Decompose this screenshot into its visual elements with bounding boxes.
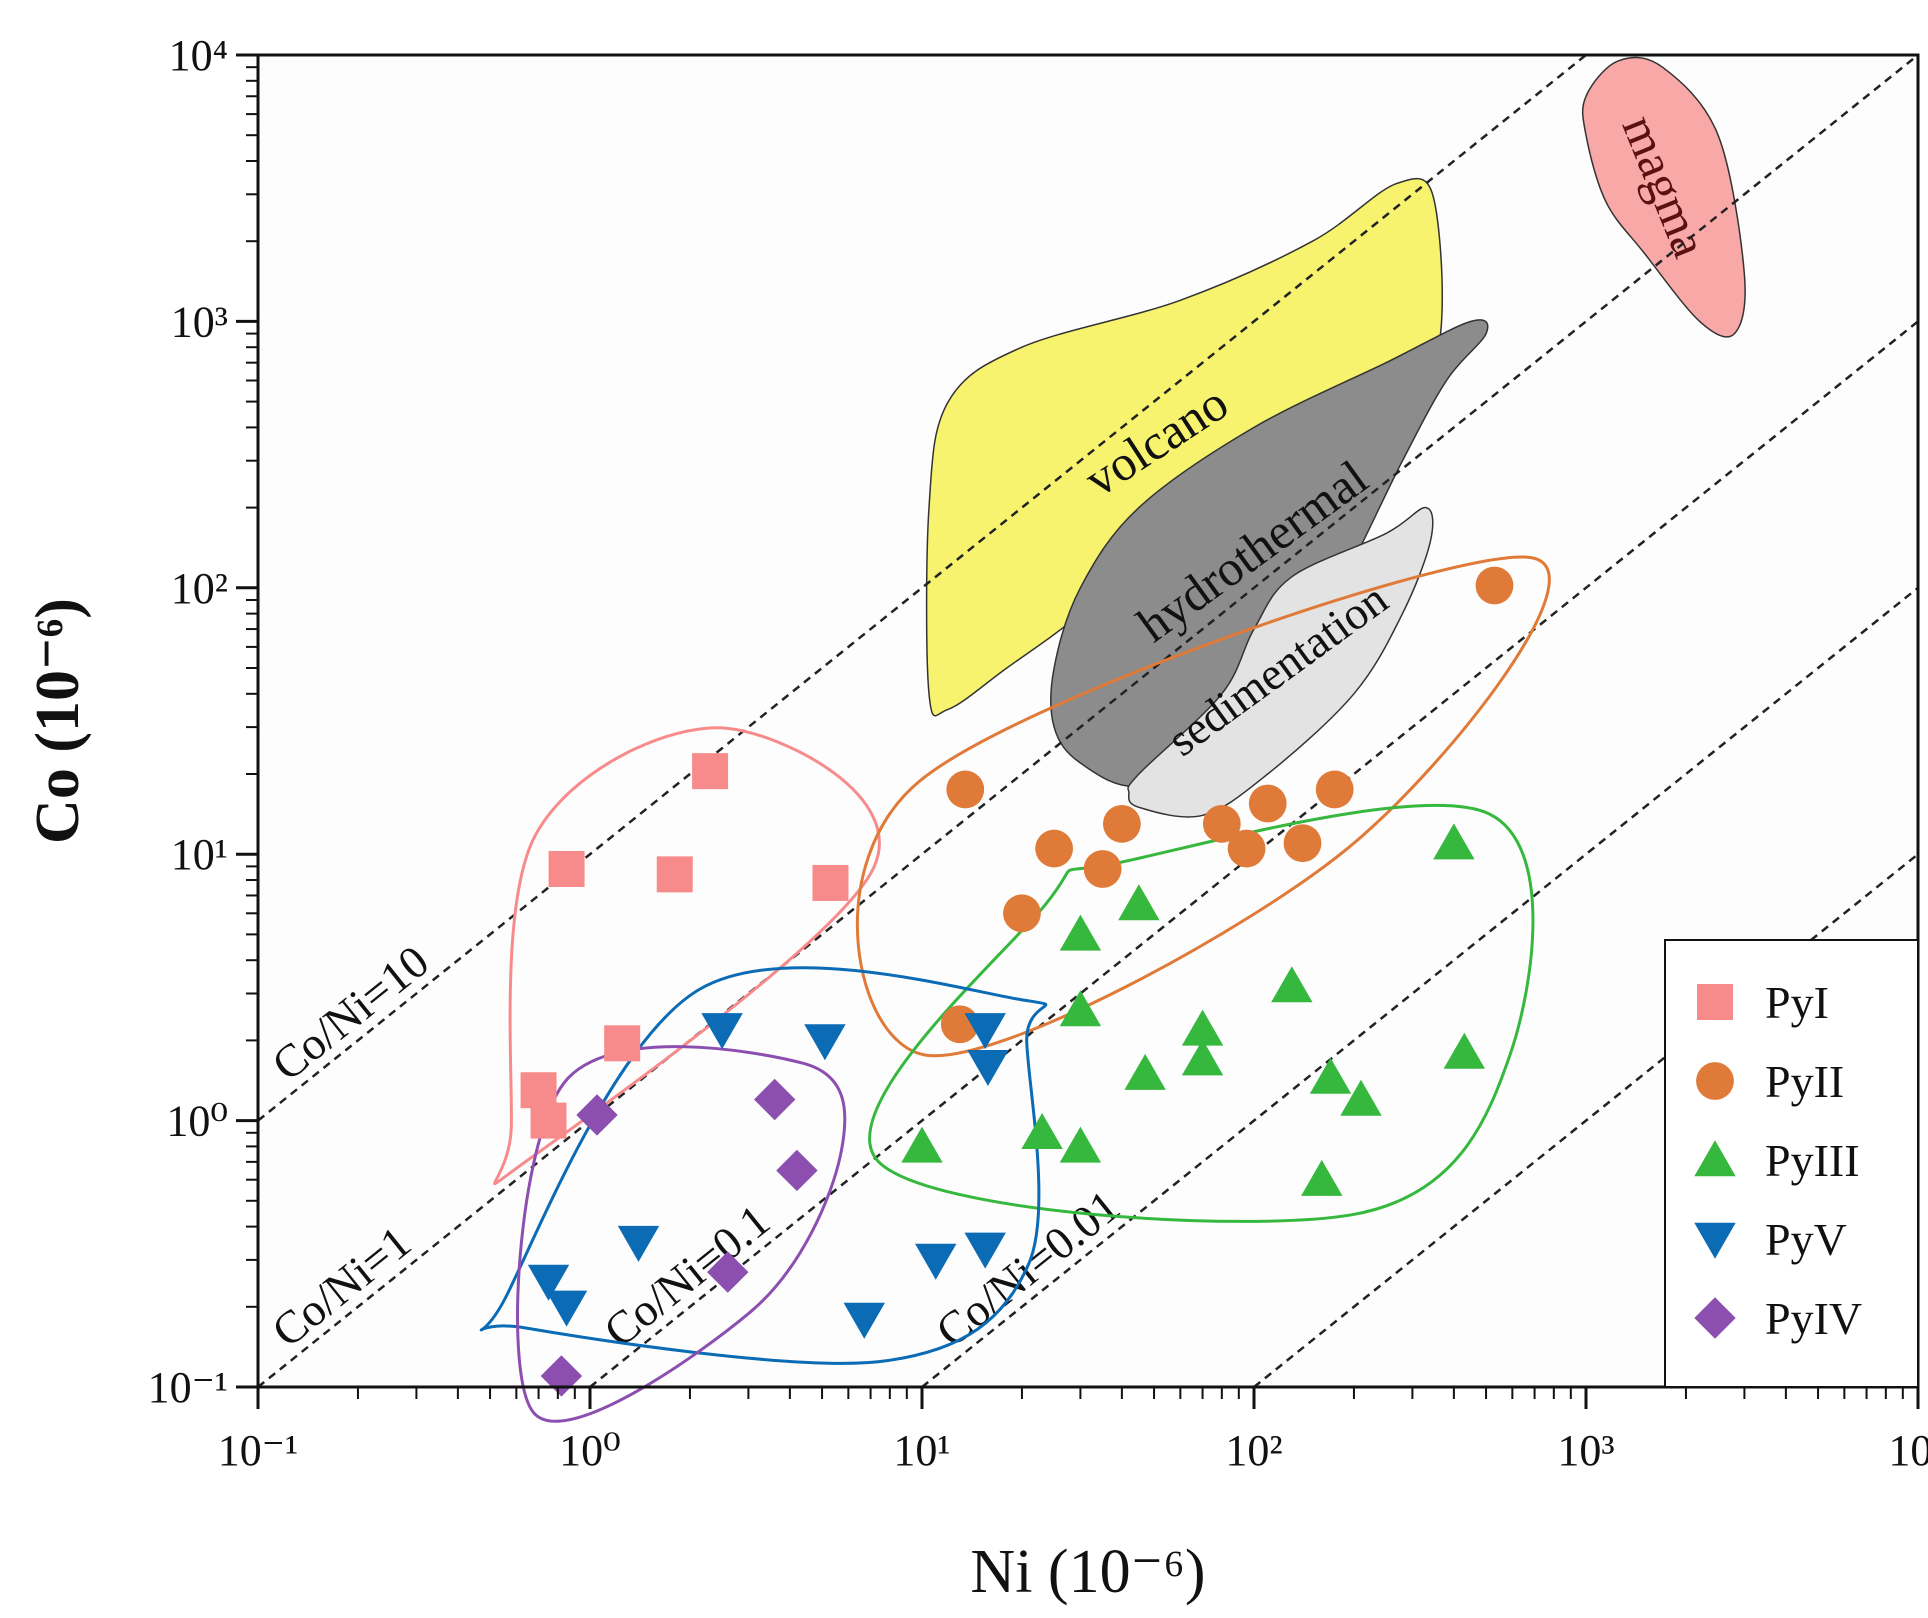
point-pyii — [1003, 894, 1041, 933]
point-pyii — [1475, 566, 1514, 605]
point-pyiii — [1340, 1079, 1382, 1116]
ratio-line-0-001 — [1253, 853, 1919, 1388]
x-tick-label: 10² — [1225, 1426, 1282, 1475]
legend-label-pyi: PyI — [1765, 977, 1829, 1028]
point-pyv — [804, 1024, 846, 1061]
point-pyii — [1202, 804, 1241, 843]
point-pyiii — [1181, 1009, 1224, 1046]
series-pyv — [527, 1013, 1009, 1339]
enclosures-layer — [479, 555, 1551, 1423]
outline-pyi — [493, 726, 881, 1186]
point-pyi — [656, 856, 693, 893]
point-pyv — [964, 1013, 1006, 1050]
y-axis-title: Co (10⁻⁶) — [24, 598, 92, 844]
point-pyv — [701, 1013, 743, 1050]
point-pyi — [812, 864, 849, 901]
y-tick-label: 10¹ — [171, 830, 228, 879]
point-pyv — [967, 1050, 1009, 1087]
x-tick-label: 10⁻¹ — [218, 1426, 298, 1475]
point-pyii — [1248, 784, 1287, 823]
fields-layer — [925, 56, 1746, 818]
point-pyii — [1083, 850, 1122, 888]
ratio-line-0-01 — [921, 586, 1919, 1388]
point-pyi — [692, 753, 729, 790]
point-pyi — [604, 1025, 641, 1062]
point-pyi — [520, 1072, 557, 1109]
y-tick-label: 10⁰ — [166, 1097, 228, 1146]
legend-label-pyv: PyV — [1765, 1214, 1847, 1265]
series-pyii — [940, 566, 1514, 1044]
point-pyiii — [1433, 823, 1475, 860]
point-pyv — [915, 1243, 957, 1280]
point-pyii — [1035, 829, 1074, 868]
point-pyiii — [1309, 1057, 1352, 1094]
point-pyv — [527, 1264, 570, 1301]
outline-pyv — [479, 966, 1048, 1365]
point-pyiii — [1181, 1039, 1224, 1076]
point-pyi — [530, 1102, 567, 1139]
point-pyiii — [1271, 966, 1313, 1003]
legend-label-pyiii: PyIII — [1765, 1135, 1860, 1186]
point-pyiv — [753, 1078, 796, 1121]
x-tick-label: 10⁰ — [559, 1426, 621, 1475]
series-pyiii — [901, 823, 1486, 1196]
point-pyiv — [707, 1251, 749, 1293]
point-pyiii — [1124, 1053, 1166, 1090]
legend-marker-pyii — [1696, 1062, 1734, 1100]
point-pyiii — [1118, 884, 1160, 921]
point-pyv — [617, 1225, 660, 1262]
field-magma — [1581, 56, 1746, 338]
field-sedimentation — [1127, 506, 1434, 818]
outline-pyiv — [516, 1045, 847, 1423]
point-pyii — [1283, 824, 1322, 863]
point-pyv — [843, 1302, 885, 1339]
point-pyiv — [776, 1149, 818, 1192]
points-layer — [520, 566, 1514, 1397]
x-tick-label: 10³ — [1557, 1426, 1614, 1475]
outline-pyiii — [868, 803, 1535, 1223]
plot-frame — [256, 53, 1920, 1389]
legend-marker-pyiv — [1694, 1297, 1736, 1339]
legend-marker-pyi — [1697, 984, 1733, 1020]
x-tick-label: 10¹ — [893, 1426, 950, 1475]
point-pyv — [545, 1290, 588, 1327]
ratio-line-0-1 — [589, 320, 1919, 1388]
point-pyiii — [1059, 1126, 1102, 1163]
point-pyiii — [1021, 1112, 1063, 1149]
point-pyii — [946, 770, 985, 809]
point-pyiii — [1301, 1159, 1343, 1196]
point-pyii — [1102, 804, 1141, 843]
x-tick-label: 10⁴ — [1888, 1426, 1928, 1475]
point-pyi — [548, 850, 585, 887]
point-pyii — [1315, 770, 1354, 809]
point-pyiii — [1059, 990, 1102, 1027]
legend-marker-pyv — [1694, 1222, 1736, 1259]
point-pyiii — [901, 1126, 943, 1163]
legend: PyI PyII PyIII PyV PyIV — [1664, 939, 1919, 1388]
legend-marker-pyiii — [1694, 1140, 1736, 1177]
ratio-line-10 — [257, 54, 1587, 1122]
y-tick-label: 10⁻¹ — [148, 1363, 228, 1412]
legend-label-pyii: PyII — [1765, 1056, 1844, 1107]
point-pyv — [964, 1232, 1006, 1269]
point-pyii — [1227, 829, 1266, 868]
legend-label-pyiv: PyIV — [1765, 1293, 1862, 1344]
series-pyi — [520, 753, 849, 1139]
y-tick-label: 10² — [171, 564, 228, 613]
point-pyiv — [576, 1094, 618, 1136]
axes-layer: 10⁻¹ 10⁻¹ 10⁰ 10⁰ 10¹ 10¹ 10² 10² 10³ 10³ 10⁴ 10⁴ — [148, 31, 1928, 1475]
y-tick-label: 10³ — [171, 297, 228, 346]
point-pyiii — [1059, 914, 1102, 951]
outline-pyii — [855, 555, 1551, 1058]
x-axis-title: Ni (10⁻⁶) — [970, 1538, 1205, 1606]
point-pyiii — [1443, 1032, 1486, 1069]
y-tick-label: 10⁴ — [169, 31, 228, 80]
